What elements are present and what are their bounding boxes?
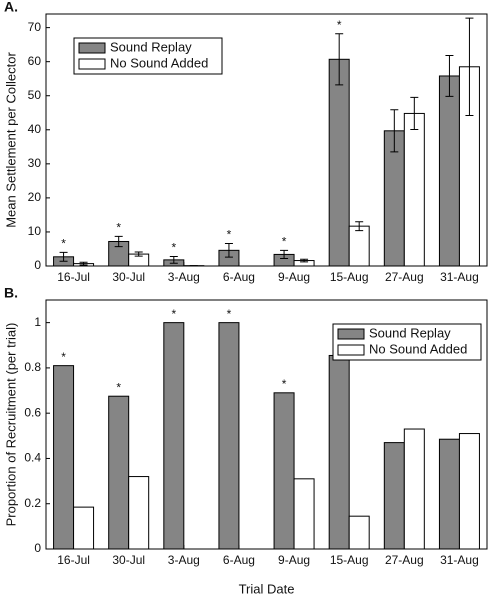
legend-label: No Sound Added	[110, 55, 208, 70]
x-tick-label: 6-Aug	[223, 553, 255, 567]
bar	[459, 434, 479, 549]
bar	[274, 393, 294, 549]
bar	[164, 323, 184, 549]
y-tick-label: 50	[28, 88, 42, 102]
x-tick-label: 9-Aug	[278, 553, 310, 567]
legend-label: Sound Replay	[110, 39, 192, 54]
significance-marker: *	[116, 380, 121, 394]
bar	[294, 479, 314, 549]
bar	[404, 429, 424, 549]
x-tick-label: 27-Aug	[385, 270, 424, 284]
legend-swatch	[338, 345, 364, 355]
legend-label: No Sound Added	[369, 341, 467, 356]
x-axis-label: Trial Date	[239, 581, 295, 596]
bar	[54, 366, 74, 549]
bar	[329, 59, 349, 266]
significance-marker: *	[227, 307, 232, 321]
x-tick-label: 15-Aug	[330, 553, 369, 567]
x-tick-label: 16-Jul	[57, 270, 90, 284]
x-tick-label: 16-Jul	[57, 553, 90, 567]
significance-marker: *	[227, 228, 232, 242]
y-tick-label: 0.8	[24, 360, 41, 374]
y-tick-label: 0.4	[24, 451, 41, 465]
y-tick-label: 60	[28, 54, 42, 68]
y-tick-label: 40	[28, 122, 42, 136]
bar	[439, 76, 459, 266]
y-tick-label: 0	[34, 258, 41, 272]
bar	[349, 226, 369, 266]
y-axis-label: Mean Settlement per Collector	[3, 52, 18, 228]
bar	[219, 323, 239, 549]
y-tick-label: 1	[34, 315, 41, 329]
y-tick-label: 0.2	[24, 496, 41, 510]
x-tick-label: 3-Aug	[168, 270, 200, 284]
panel-label: B.	[4, 285, 18, 301]
significance-marker: *	[282, 377, 287, 391]
y-tick-label: 70	[28, 20, 42, 34]
x-tick-label: 30-Jul	[112, 270, 145, 284]
bar	[439, 439, 459, 549]
significance-marker: *	[116, 221, 121, 235]
x-tick-label: 9-Aug	[278, 270, 310, 284]
x-tick-label: 3-Aug	[168, 553, 200, 567]
significance-marker: *	[171, 307, 176, 321]
bar	[329, 355, 349, 549]
x-tick-label: 30-Jul	[112, 553, 145, 567]
x-tick-label: 6-Aug	[223, 270, 255, 284]
y-tick-label: 10	[28, 224, 42, 238]
significance-marker: *	[282, 235, 287, 249]
significance-marker: *	[61, 237, 66, 251]
y-tick-label: 30	[28, 156, 42, 170]
significance-marker: *	[61, 350, 66, 364]
x-tick-label: 31-Aug	[440, 270, 479, 284]
x-tick-label: 15-Aug	[330, 270, 369, 284]
y-tick-label: 20	[28, 190, 42, 204]
y-tick-label: 0	[34, 541, 41, 555]
legend-label: Sound Replay	[369, 325, 451, 340]
x-tick-label: 31-Aug	[440, 553, 479, 567]
bar	[349, 516, 369, 549]
x-tick-label: 27-Aug	[385, 553, 424, 567]
legend-swatch	[79, 59, 105, 69]
legend-swatch	[79, 43, 105, 53]
significance-marker: *	[171, 241, 176, 255]
y-tick-label: 0.6	[24, 405, 41, 419]
bar	[74, 507, 94, 549]
significance-marker: *	[337, 18, 342, 32]
bar	[129, 477, 149, 549]
panel-label: A.	[4, 0, 18, 15]
bar	[404, 113, 424, 266]
y-axis-label: Proportion of Recruitment (per trial)	[3, 323, 18, 527]
bar	[384, 443, 404, 549]
legend-swatch	[338, 329, 364, 339]
bar	[109, 396, 129, 549]
